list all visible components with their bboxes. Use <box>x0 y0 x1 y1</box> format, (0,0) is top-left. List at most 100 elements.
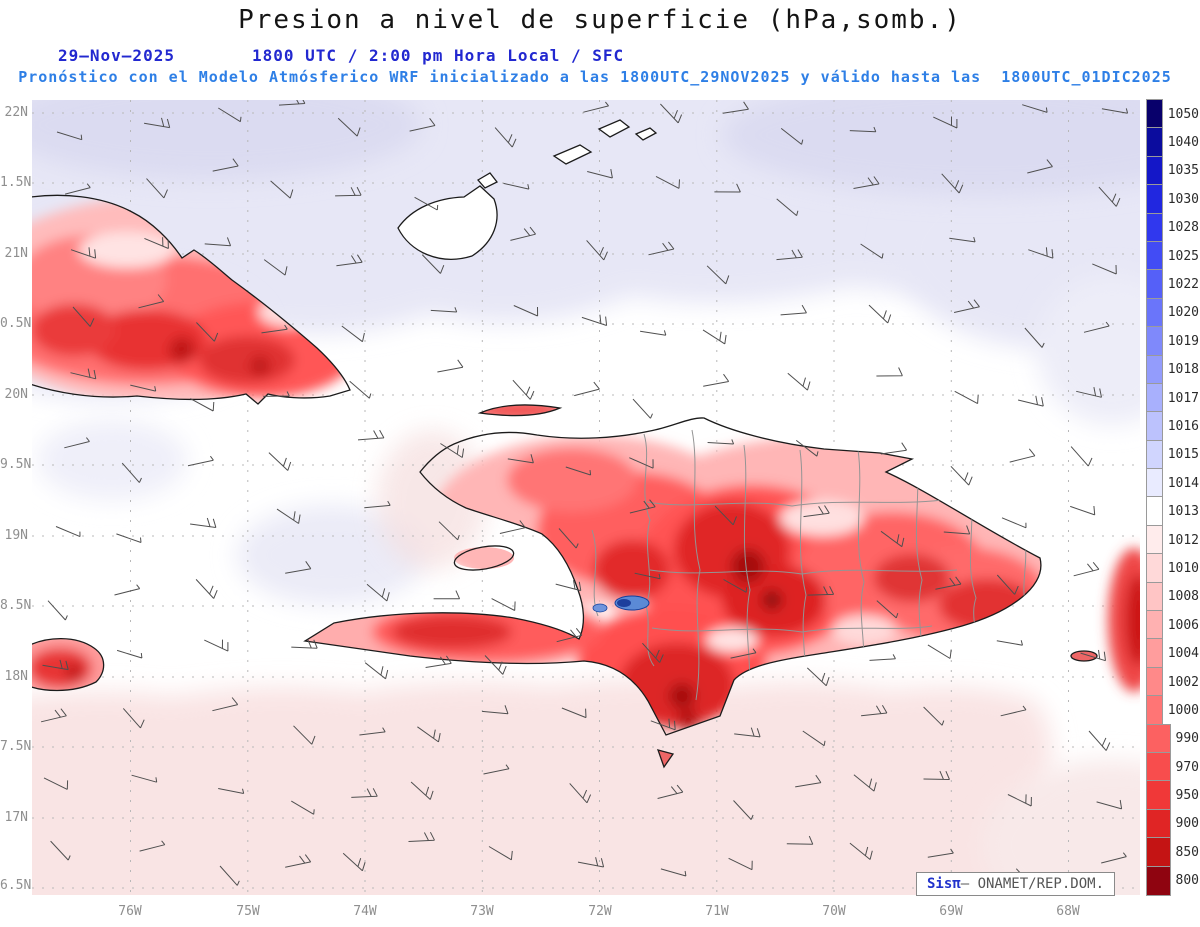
colorbar-entry: 1012 <box>1146 524 1199 556</box>
colorbar-entry: 1030 <box>1146 184 1199 215</box>
lat-tick-label: 22N <box>4 105 28 120</box>
colorbar-entry: 1025 <box>1146 240 1199 272</box>
coastline-hispaniola <box>303 417 1042 736</box>
colorbar-swatch <box>1146 127 1163 158</box>
colorbar-label: 1012 <box>1167 532 1199 548</box>
lon-tick-label: 71W <box>705 904 729 919</box>
lon-tick-label: 72W <box>588 904 612 919</box>
colorbar-label: 970 <box>1175 759 1199 775</box>
colorbar-entry: 1010 <box>1146 553 1199 584</box>
colorbar-swatch <box>1146 297 1163 329</box>
coastline-islet-2 <box>552 144 593 165</box>
lon-tick-label: 75W <box>236 904 260 919</box>
lat-tick-label: 21N <box>4 246 28 261</box>
coastline-islet-1 <box>476 172 498 189</box>
lat-tick-label: 9.5N <box>0 457 32 472</box>
colorbar-swatch <box>1146 638 1163 669</box>
colorbar-label: 850 <box>1175 844 1199 860</box>
forecast-time: 1800 UTC / 2:00 pm Hora Local / SFC <box>252 46 625 65</box>
watermark-text: – ONAMET/REP.DOM. <box>960 876 1105 892</box>
lon-tick-label: 74W <box>353 904 377 919</box>
coastlines <box>32 119 1098 769</box>
province-borders <box>591 429 1038 705</box>
colorbar-entry: 800 <box>1146 865 1199 896</box>
colorbar-entry: 1014 <box>1146 468 1199 499</box>
colorbar-swatch <box>1146 382 1163 414</box>
pressure-colorbar: 1050 1040 1035 1030 1028 1025 1022 1020 … <box>1146 98 1199 896</box>
lat-tick-label: 17N <box>4 810 28 825</box>
colorbar-entry: 1002 <box>1146 666 1199 698</box>
colorbar-label: 1013 <box>1167 504 1199 520</box>
colorbar-swatch <box>1146 468 1163 499</box>
colorbar-swatch <box>1146 496 1163 527</box>
colorbar-swatch <box>1146 837 1171 868</box>
colorbar-label: 1000 <box>1167 702 1199 718</box>
colorbar-entry: 1050 <box>1146 98 1199 130</box>
coastline-tortuga <box>477 404 563 417</box>
colorbar-label: 1006 <box>1167 617 1199 633</box>
colorbar-entry: 1019 <box>1146 326 1199 357</box>
colorbar-label: 900 <box>1175 816 1199 832</box>
colorbar-entry: 1015 <box>1146 439 1199 471</box>
map-canvas <box>32 100 1140 895</box>
pressure-shading-east-edge <box>1108 548 1140 692</box>
coastline-islet-4 <box>634 127 658 141</box>
colorbar-entry: 990 <box>1146 723 1199 754</box>
colorbar-swatch <box>1146 240 1163 272</box>
lat-tick-label: 20N <box>4 387 28 402</box>
lat-tick-label: 0.5N <box>0 316 32 331</box>
colorbar-swatch <box>1146 610 1163 641</box>
colorbar-swatch <box>1146 524 1163 556</box>
sea-pressure-tints <box>32 100 1140 895</box>
colorbar-swatch <box>1146 553 1163 584</box>
colorbar-entry: 1000 <box>1146 695 1199 726</box>
colorbar-label: 1019 <box>1167 333 1199 349</box>
colorbar-swatch <box>1146 780 1171 811</box>
colorbar-label: 1014 <box>1167 475 1199 491</box>
lon-tick-label: 69W <box>939 904 963 919</box>
colorbar-label: 950 <box>1175 788 1199 804</box>
colorbar-label: 1050 <box>1167 106 1199 122</box>
colorbar-swatch <box>1146 808 1171 840</box>
colorbar-swatch <box>1146 411 1163 442</box>
lat-tick-label: 1.5N <box>0 175 32 190</box>
colorbar-entry: 1040 <box>1146 127 1199 158</box>
colorbar-entry: 1008 <box>1146 581 1199 613</box>
colorbar-entry: 970 <box>1146 751 1199 783</box>
lat-tick-label: 6.5N <box>0 878 32 893</box>
colorbar-swatch <box>1146 354 1163 385</box>
colorbar-label: 1017 <box>1167 390 1199 406</box>
colorbar-label: 1022 <box>1167 277 1199 293</box>
watermark-brand: Sisπ <box>927 876 961 892</box>
lon-tick-label: 76W <box>118 904 142 919</box>
colorbar-entry: 1022 <box>1146 269 1199 300</box>
lat-tick-label: 8.5N <box>0 598 32 613</box>
wind-barbs <box>40 100 1129 889</box>
colorbar-entry: 1028 <box>1146 212 1199 243</box>
colorbar-swatch <box>1146 723 1171 754</box>
colorbar-label: 1020 <box>1167 305 1199 321</box>
colorbar-swatch <box>1146 326 1163 357</box>
colorbar-swatch <box>1146 269 1163 300</box>
colorbar-swatch <box>1146 666 1163 698</box>
colorbar-swatch <box>1146 212 1163 243</box>
colorbar-label: 1002 <box>1167 674 1199 690</box>
colorbar-entry: 1004 <box>1146 638 1199 669</box>
colorbar-swatch <box>1146 695 1163 726</box>
colorbar-label: 1035 <box>1167 163 1199 179</box>
colorbar-label: 1010 <box>1167 560 1199 576</box>
colorbar-entry: 1035 <box>1146 155 1199 187</box>
colorbar-label: 1016 <box>1167 418 1199 434</box>
lat-tick-label: 7.5N <box>0 739 32 754</box>
colorbar-entry: 1020 <box>1146 297 1199 329</box>
coastline-beata <box>656 749 675 769</box>
lon-tick-label: 70W <box>822 904 846 919</box>
page-title: Presion a nivel de superficie (hPa,somb.… <box>238 5 962 35</box>
colorbar-swatch <box>1146 865 1171 896</box>
colorbar-label: 800 <box>1175 873 1199 889</box>
colorbar-label: 1028 <box>1167 220 1199 236</box>
colorbar-label: 1004 <box>1167 646 1199 662</box>
colorbar-swatch <box>1146 155 1163 187</box>
colorbar-label: 1018 <box>1167 362 1199 378</box>
